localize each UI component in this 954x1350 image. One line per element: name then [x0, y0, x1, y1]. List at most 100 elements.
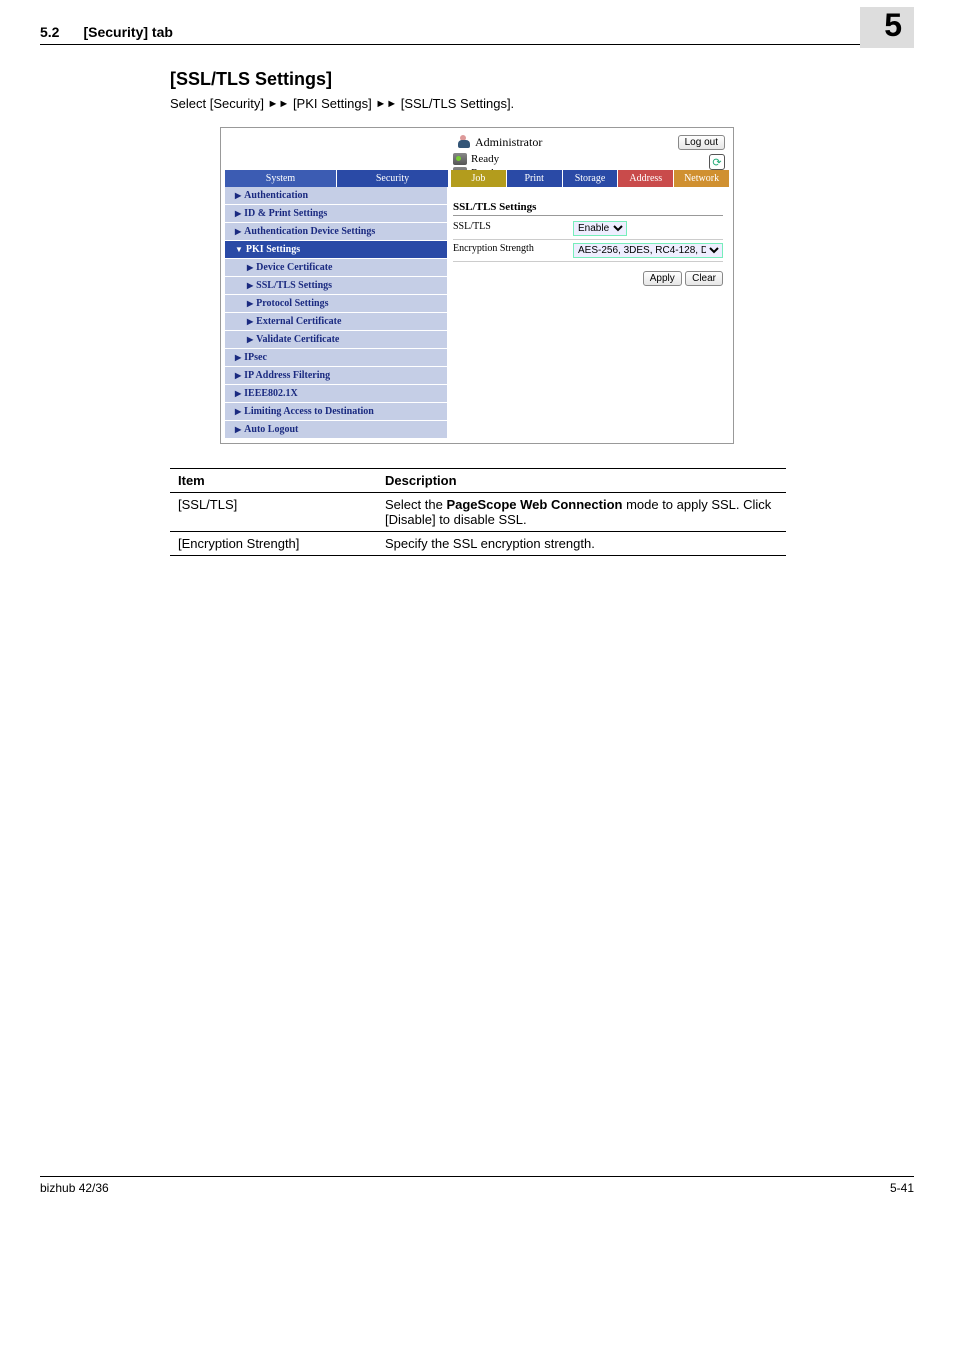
sidebar-item-ieee[interactable]: ▶IEEE802.1X — [225, 385, 447, 403]
sidebar-item-label: External Certificate — [256, 316, 341, 327]
tri-icon: ▶ — [235, 353, 241, 362]
tri-icon: ▶ — [247, 263, 253, 272]
printer-icon — [453, 153, 467, 165]
td-item: [SSL/TLS] — [170, 493, 377, 532]
printer-status-1: Ready — [453, 152, 499, 166]
sidebar-item-ssltls[interactable]: ▶SSL/TLS Settings — [225, 277, 447, 295]
desc-text: Select the — [385, 497, 446, 512]
sidebar-item-limiting[interactable]: ▶Limiting Access to Destination — [225, 403, 447, 421]
tab-row: System Security Job Print Storage Addres… — [225, 170, 729, 187]
breadcrumb-prefix: Select [Security] — [170, 96, 268, 111]
sidebar-item-label: PKI Settings — [246, 244, 300, 255]
topbar: Administrator Log out — [225, 132, 729, 150]
sidebar-item-label: Protocol Settings — [256, 298, 328, 309]
th-desc: Description — [377, 469, 787, 493]
ssl-label: SSL/TLS — [453, 221, 573, 236]
enc-label: Encryption Strength — [453, 243, 573, 258]
arrow-icon: ►► — [375, 98, 397, 110]
page-header: 5.2 [Security] tab 5 — [40, 24, 914, 45]
section-title: [Security] tab — [83, 24, 172, 40]
tri-icon: ▶ — [247, 281, 253, 290]
sidebar-item-ipsec[interactable]: ▶IPsec — [225, 349, 447, 367]
tab-network[interactable]: Network — [673, 170, 729, 187]
table-row: [Encryption Strength] Specify the SSL en… — [170, 532, 786, 556]
button-row: Apply Clear — [453, 262, 723, 286]
sidebar-item-ext-cert[interactable]: ▶External Certificate — [225, 313, 447, 331]
tri-down-icon: ▼ — [235, 245, 243, 254]
sidebar-item-auto-logout[interactable]: ▶Auto Logout — [225, 421, 447, 439]
tab-print[interactable]: Print — [506, 170, 562, 187]
tri-icon: ▶ — [235, 371, 241, 380]
admin-text: Administrator — [475, 135, 542, 150]
clear-button[interactable]: Clear — [685, 271, 723, 286]
sidebar-item-device-cert[interactable]: ▶Device Certificate — [225, 259, 447, 277]
content-row: ▶Authentication ▶ID & Print Settings ▶Au… — [225, 187, 729, 439]
tri-icon: ▶ — [235, 227, 241, 236]
sidebar-item-label: Authentication Device Settings — [244, 226, 375, 237]
ssl-select[interactable]: Enable — [573, 221, 627, 236]
table-row: [SSL/TLS] Select the PageScope Web Conne… — [170, 493, 786, 532]
arrow-icon: ►► — [268, 98, 290, 110]
sidebar-item-label: Authentication — [244, 190, 308, 201]
breadcrumb-mid1: [PKI Settings] — [289, 96, 375, 111]
main-pane: SSL/TLS Settings SSL/TLS Enable Encrypti… — [447, 187, 729, 439]
screenshot: Administrator Log out Ready Ready ⟳ Syst… — [220, 127, 734, 444]
tri-icon: ▶ — [235, 407, 241, 416]
page-footer: bizhub 42/36 5-41 — [40, 1176, 914, 1195]
sidebar-item-label: Auto Logout — [244, 424, 298, 435]
sidebar-item-label: IEEE802.1X — [244, 388, 298, 399]
sidebar-item-label: IPsec — [244, 352, 267, 363]
tab-address[interactable]: Address — [617, 170, 673, 187]
th-item: Item — [170, 469, 377, 493]
tab-storage[interactable]: Storage — [562, 170, 618, 187]
sidebar-item-id-print[interactable]: ▶ID & Print Settings — [225, 205, 447, 223]
tri-icon: ▶ — [235, 389, 241, 398]
sidebar-item-label: Validate Certificate — [256, 334, 339, 345]
tri-icon: ▶ — [235, 191, 241, 200]
td-item: [Encryption Strength] — [170, 532, 377, 556]
tri-icon: ▶ — [247, 299, 253, 308]
tab-security[interactable]: Security — [337, 170, 449, 187]
tri-icon: ▶ — [247, 335, 253, 344]
tri-icon: ▶ — [235, 425, 241, 434]
user-icon — [457, 134, 473, 150]
sidebar-item-label: IP Address Filtering — [244, 370, 330, 381]
footer-page: 5-41 — [890, 1181, 914, 1195]
description-table: Item Description [SSL/TLS] Select the Pa… — [170, 468, 786, 556]
enc-select[interactable]: AES-256, 3DES, RC4-128, DES, RC4-40 — [573, 243, 723, 258]
main-title: SSL/TLS Settings — [453, 201, 723, 216]
tri-icon: ▶ — [235, 209, 241, 218]
sidebar-item-auth-device[interactable]: ▶Authentication Device Settings — [225, 223, 447, 241]
sidebar-item-label: SSL/TLS Settings — [256, 280, 332, 291]
tab-system[interactable]: System — [225, 170, 337, 187]
tab-job[interactable]: Job — [450, 170, 506, 187]
side-tabs: System Security — [225, 170, 450, 187]
form-row-enc: Encryption Strength AES-256, 3DES, RC4-1… — [453, 240, 723, 262]
logout-button[interactable]: Log out — [678, 135, 725, 150]
footer-model: bizhub 42/36 — [40, 1181, 109, 1195]
sidebar-item-protocol[interactable]: ▶Protocol Settings — [225, 295, 447, 313]
td-desc: Specify the SSL encryption strength. — [377, 532, 787, 556]
breadcrumb: Select [Security] ►► [PKI Settings] ►► [… — [170, 96, 954, 111]
form-row-ssl: SSL/TLS Enable — [453, 218, 723, 240]
main-tabs: Job Print Storage Address Network — [450, 170, 729, 187]
sidebar-item-label: Device Certificate — [256, 262, 332, 273]
sidebar-item-label: ID & Print Settings — [244, 208, 327, 219]
apply-button[interactable]: Apply — [643, 271, 682, 286]
td-desc: Select the PageScope Web Connection mode… — [377, 493, 787, 532]
sidebar-item-authentication[interactable]: ▶Authentication — [225, 187, 447, 205]
status-text: Ready — [471, 152, 499, 166]
chapter-number: 5 — [860, 7, 914, 48]
desc-bold: PageScope Web Connection — [446, 497, 622, 512]
page-title: [SSL/TLS Settings] — [170, 69, 954, 90]
tri-icon: ▶ — [247, 317, 253, 326]
sidebar-item-validate-cert[interactable]: ▶Validate Certificate — [225, 331, 447, 349]
refresh-button[interactable]: ⟳ — [709, 154, 725, 170]
admin-label: Administrator — [457, 134, 542, 150]
sidebar-item-ip-filter[interactable]: ▶IP Address Filtering — [225, 367, 447, 385]
breadcrumb-mid2: [SSL/TLS Settings]. — [397, 96, 514, 111]
section-number: 5.2 — [40, 24, 59, 40]
sidebar-item-label: Limiting Access to Destination — [244, 406, 374, 417]
sidebar: ▶Authentication ▶ID & Print Settings ▶Au… — [225, 187, 447, 439]
sidebar-item-pki[interactable]: ▼PKI Settings — [225, 241, 447, 259]
